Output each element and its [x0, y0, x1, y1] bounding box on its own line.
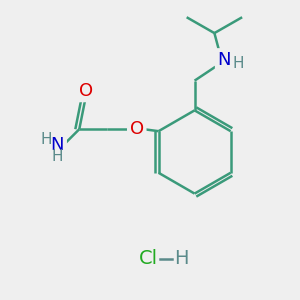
- Text: H: H: [52, 149, 63, 164]
- Text: Cl: Cl: [139, 250, 158, 268]
- Text: H: H: [232, 56, 244, 71]
- Text: H: H: [175, 250, 189, 268]
- Text: N: N: [218, 51, 231, 69]
- Text: O: O: [130, 120, 144, 138]
- Text: O: O: [79, 82, 93, 100]
- Text: H: H: [41, 132, 52, 147]
- Text: N: N: [51, 136, 64, 154]
